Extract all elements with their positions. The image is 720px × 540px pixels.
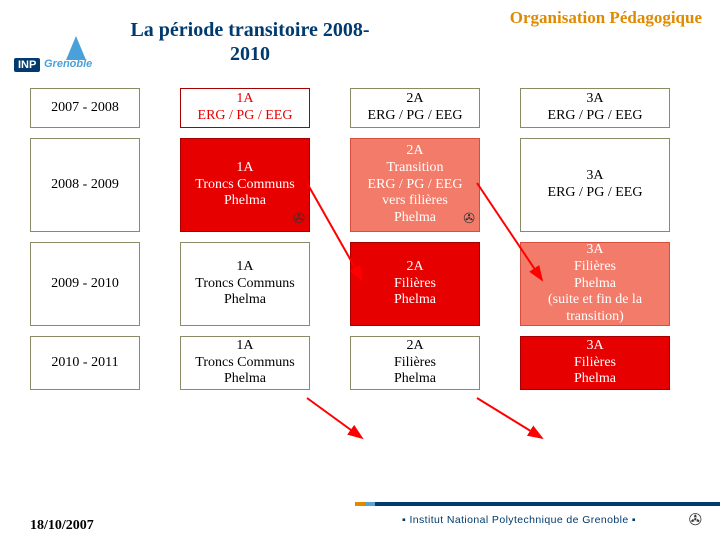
curriculum-cell: 2A ERG / PG / EEG bbox=[350, 88, 480, 128]
footer-institution: ▪ Institut National Polytechnique de Gre… bbox=[402, 514, 636, 526]
transition-grid: 2007 - 2008 1A ERG / PG / EEG 2A ERG / PG … bbox=[30, 88, 690, 400]
footer-bar bbox=[0, 502, 720, 506]
year-cell: 2008 - 2009 bbox=[30, 138, 140, 232]
curriculum-cell: 2A Transition ERG / PG / EEG vers filièr… bbox=[350, 138, 480, 232]
year-cell: 2007 - 2008 bbox=[30, 88, 140, 128]
footer-date: 18/10/2007 bbox=[30, 518, 94, 534]
pin-icon: ✇ bbox=[463, 212, 475, 229]
corner-pin-icon: ✇ bbox=[689, 510, 702, 530]
curriculum-cell: 3A Filières Phelma bbox=[520, 336, 670, 390]
year-cell: 2009 - 2010 bbox=[30, 242, 140, 326]
curriculum-cell: 1A Troncs Communs Phelma✇ bbox=[180, 138, 310, 232]
curriculum-cell: 3A ERG / PG / EEG bbox=[520, 88, 670, 128]
grid-row: 2008 - 2009 1A Troncs Communs Phelma✇ 2A T… bbox=[30, 138, 690, 232]
year-cell: 2010 - 2011 bbox=[30, 336, 140, 390]
curriculum-cell: 3A ERG / PG / EEG bbox=[520, 138, 670, 232]
curriculum-cell: 2A Filières Phelma bbox=[350, 242, 480, 326]
curriculum-cell: 1A Troncs Communs Phelma bbox=[180, 336, 310, 390]
pin-icon: ✇ bbox=[293, 212, 305, 229]
section-label: Organisation Pédagogique bbox=[510, 8, 702, 28]
curriculum-cell: 3A Filières Phelma (suite et fin de la t… bbox=[520, 242, 670, 326]
grid-row: 2009 - 2010 1A Troncs Communs Phelma 2A Fi… bbox=[30, 242, 690, 326]
grid-row: 2010 - 2011 1A Troncs Communs Phelma 2A Fi… bbox=[30, 336, 690, 390]
curriculum-cell: 1A Troncs Communs Phelma bbox=[180, 242, 310, 326]
curriculum-cell: 1A ERG / PG / EEG bbox=[180, 88, 310, 128]
curriculum-cell: 2A Filières Phelma bbox=[350, 336, 480, 390]
grid-row: 2007 - 2008 1A ERG / PG / EEG 2A ERG / PG … bbox=[30, 88, 690, 128]
page-title: La période transitoire 2008-2010 bbox=[120, 18, 380, 66]
inp-grenoble-logo: INP Grenoble bbox=[14, 30, 94, 70]
